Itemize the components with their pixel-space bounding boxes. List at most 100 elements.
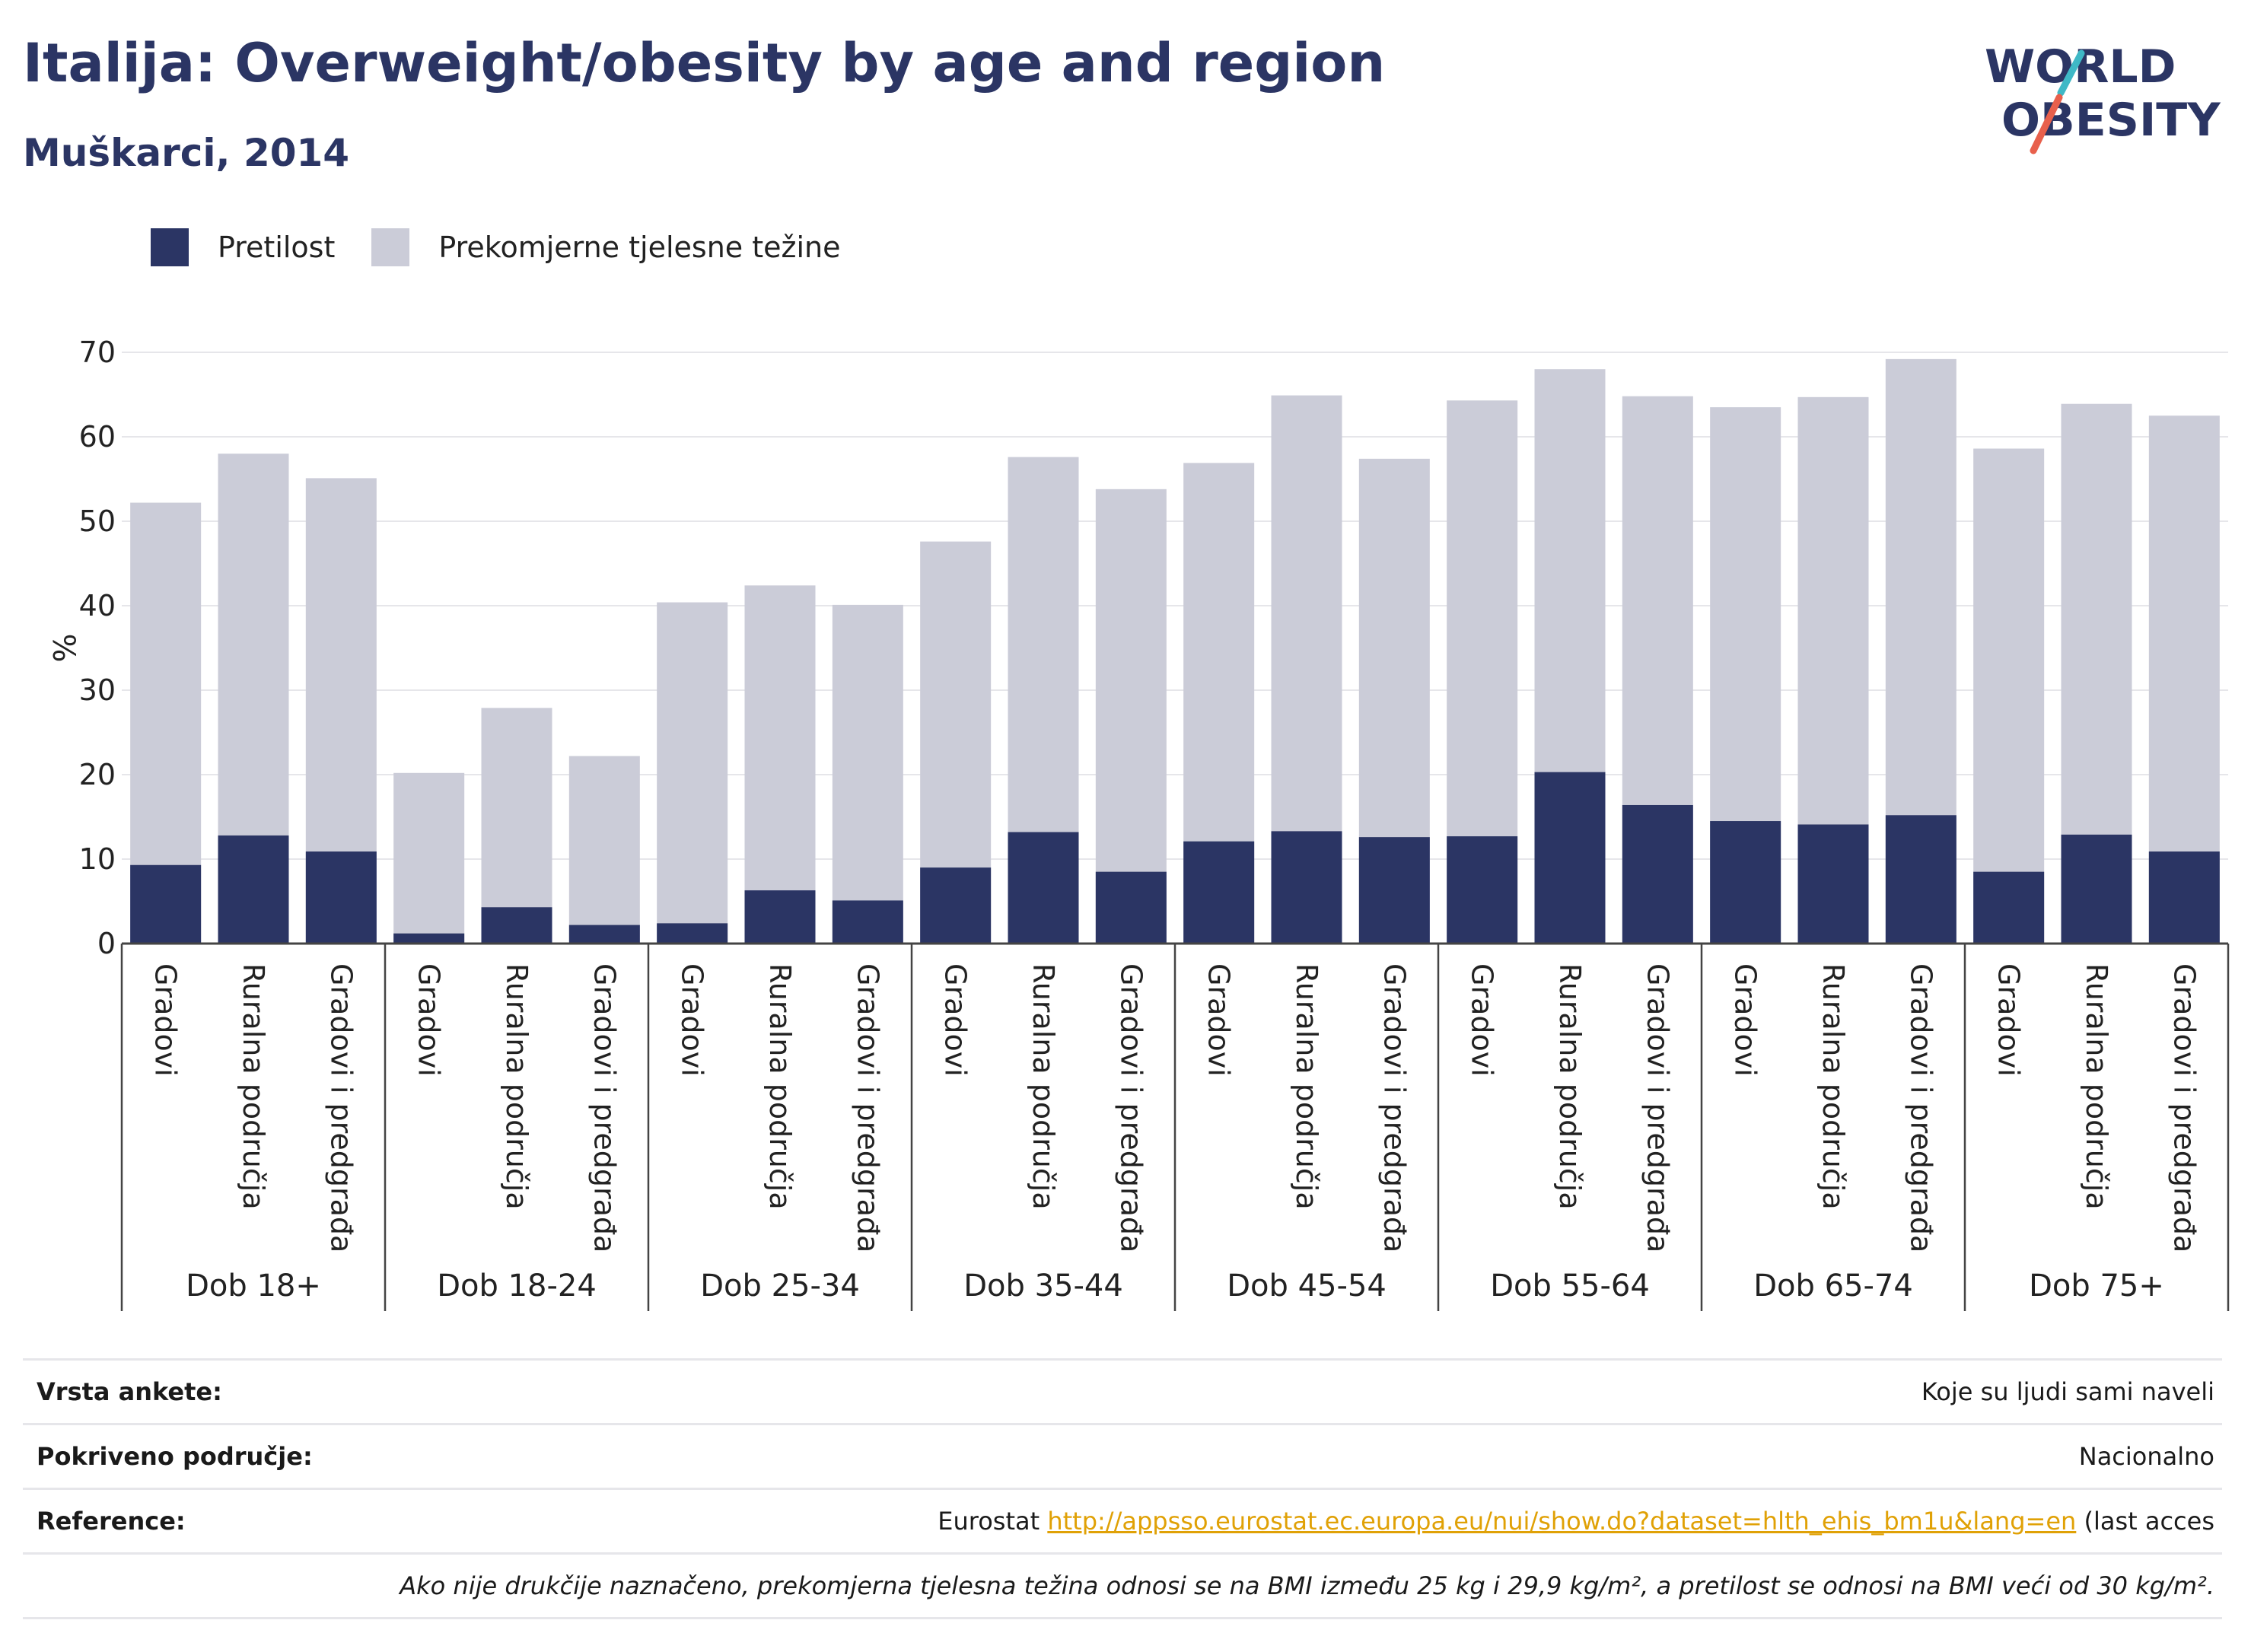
info-row-coverage: Pokriveno područje: Nacionalno <box>23 1423 2222 1488</box>
logo-line-2: OBESITY <box>2001 94 2221 147</box>
bar-obesity <box>1797 824 1869 944</box>
x-tick-label: Gradovi <box>676 963 709 1077</box>
reference-suffix: (last acces <box>2076 1507 2214 1536</box>
x-tick-label: Ruralna područja <box>1027 963 1060 1210</box>
bar-overweight <box>1095 489 1167 944</box>
bar-obesity <box>1973 871 2045 944</box>
bar-obesity <box>1183 841 1255 944</box>
chart-legend: Pretilost Prekomjerne tjelesne težine <box>151 224 877 270</box>
legend-label-overweight: Prekomjerne tjelesne težine <box>438 231 841 264</box>
bar-obesity <box>657 923 728 944</box>
legend-item-obesity[interactable]: Pretilost <box>151 228 335 266</box>
x-tick-label: Ruralna područja <box>237 963 270 1210</box>
bar-obesity <box>2061 834 2132 944</box>
bar-obesity <box>1358 837 1430 944</box>
bar-overweight <box>744 585 816 944</box>
coverage-label: Pokriveno područje: <box>37 1442 313 1471</box>
y-tick-label: 60 <box>79 420 116 454</box>
y-tick-label: 70 <box>79 336 116 369</box>
x-tick-label: Ruralna područja <box>1553 963 1587 1210</box>
group-label: Dob 25-34 <box>700 1268 860 1303</box>
x-tick-label: Gradovi i predgrađa <box>587 963 621 1253</box>
y-tick-label: 20 <box>79 758 116 791</box>
x-tick-label: Gradovi <box>412 963 446 1077</box>
x-tick-label: Gradovi i predgrađa <box>1641 963 1674 1253</box>
x-tick-label: Gradovi i predgrađa <box>851 963 884 1253</box>
x-tick-label: Gradovi <box>149 963 183 1077</box>
legend-swatch-overweight <box>371 228 410 266</box>
bar-overweight <box>1973 448 2045 944</box>
bar-obesity <box>1534 772 1606 944</box>
x-tick-label: Ruralna područja <box>1290 963 1323 1210</box>
bar-obesity <box>1885 815 1956 944</box>
reference-label: Reference: <box>37 1507 186 1536</box>
info-row-note: Ako nije drukčije naznačeno, prekomjerna… <box>23 1552 2222 1619</box>
bar-obesity <box>1095 871 1167 944</box>
group-label: Dob 18+ <box>186 1268 321 1303</box>
bar-obesity <box>1271 831 1342 944</box>
x-tick-label: Gradovi i predgrađa <box>2167 963 2201 1253</box>
group-label: Dob 55-64 <box>1490 1268 1650 1303</box>
x-tick-label: Gradovi <box>1992 963 2026 1077</box>
group-label: Dob 45-54 <box>1227 1268 1387 1303</box>
logo-slash-teal <box>2057 49 2085 97</box>
page-title: Italija: Overweight/obesity by age and r… <box>23 32 1386 94</box>
x-tick-label: Gradovi i predgrađa <box>1377 963 1411 1253</box>
x-tick-label: Gradovi <box>1729 963 1762 1077</box>
x-tick-label: Gradovi <box>939 963 973 1077</box>
bar-obesity <box>920 867 992 944</box>
y-axis-label: % <box>46 633 81 662</box>
survey-type-value: Koje su ljudi sami naveli <box>1921 1377 2214 1406</box>
x-tick-label: Ruralna područja <box>500 963 533 1210</box>
info-row-reference: Reference: Eurostat http://appsso.eurost… <box>23 1488 2222 1552</box>
x-tick-label: Gradovi <box>1466 963 1499 1077</box>
logo-line-1: WORLD <box>1985 40 2176 94</box>
x-tick-label: Gradovi i predgrađa <box>1904 963 1937 1253</box>
x-tick-label: Ruralna područja <box>763 963 797 1210</box>
info-row-survey-type: Vrsta ankete: Koje su ljudi sami naveli <box>23 1358 2222 1423</box>
bar-obesity <box>393 933 465 944</box>
x-tick-label: Ruralna područja <box>1816 963 1850 1210</box>
coverage-value: Nacionalno <box>2078 1442 2214 1471</box>
bar-obesity <box>481 907 552 944</box>
y-tick-label: 10 <box>79 842 116 876</box>
bar-overweight <box>832 604 903 944</box>
bar-overweight <box>657 602 728 944</box>
bar-overweight <box>568 756 640 944</box>
reference-prefix: Eurostat <box>938 1507 1048 1536</box>
world-obesity-logo: WORLD OBESITY <box>1985 40 2221 154</box>
bar-obesity <box>1008 832 1079 944</box>
definition-note: Ako nije drukčije naznačeno, prekomjerna… <box>400 1571 2214 1600</box>
group-label: Dob 65-74 <box>1753 1268 1913 1303</box>
bar-overweight <box>393 772 465 944</box>
bar-overweight <box>481 708 552 944</box>
group-label: Dob 35-44 <box>963 1268 1123 1303</box>
reference-link[interactable]: http://appsso.eurostat.ec.europa.eu/nui/… <box>1047 1507 2077 1536</box>
bar-obesity <box>130 864 202 944</box>
y-tick-label: 40 <box>79 589 116 622</box>
x-tick-label: Ruralna područja <box>2080 963 2113 1210</box>
bar-obesity <box>218 835 289 944</box>
survey-info-table: Vrsta ankete: Koje su ljudi sami naveli … <box>23 1358 2222 1619</box>
bar-obesity <box>305 851 377 944</box>
survey-type-label: Vrsta ankete: <box>37 1377 222 1406</box>
logo-slash-red <box>2030 94 2063 154</box>
y-tick-label: 30 <box>79 673 116 707</box>
bar-obesity <box>1622 804 1693 944</box>
x-tick-label: Gradovi i predgrađa <box>1114 963 1148 1253</box>
group-label: Dob 75+ <box>2029 1268 2164 1303</box>
legend-label-obesity: Pretilost <box>218 231 336 264</box>
y-tick-label: 0 <box>97 927 116 960</box>
bar-obesity <box>744 890 816 944</box>
legend-item-overweight[interactable]: Prekomjerne tjelesne težine <box>371 228 841 266</box>
bar-obesity <box>568 925 640 944</box>
bar-obesity <box>1447 836 1518 944</box>
bar-obesity <box>1710 821 1781 944</box>
bar-obesity <box>832 900 903 944</box>
x-tick-label: Gradovi <box>1202 963 1236 1077</box>
legend-swatch-obesity <box>151 228 189 266</box>
group-label: Dob 18-24 <box>437 1268 597 1303</box>
bar-obesity <box>2148 851 2220 944</box>
page-subtitle: Muškarci, 2014 <box>23 131 350 175</box>
bar-chart: 0 10 20 30 40 50 60 70% Gradovi Ruralna područja G… <box>46 336 2230 1311</box>
